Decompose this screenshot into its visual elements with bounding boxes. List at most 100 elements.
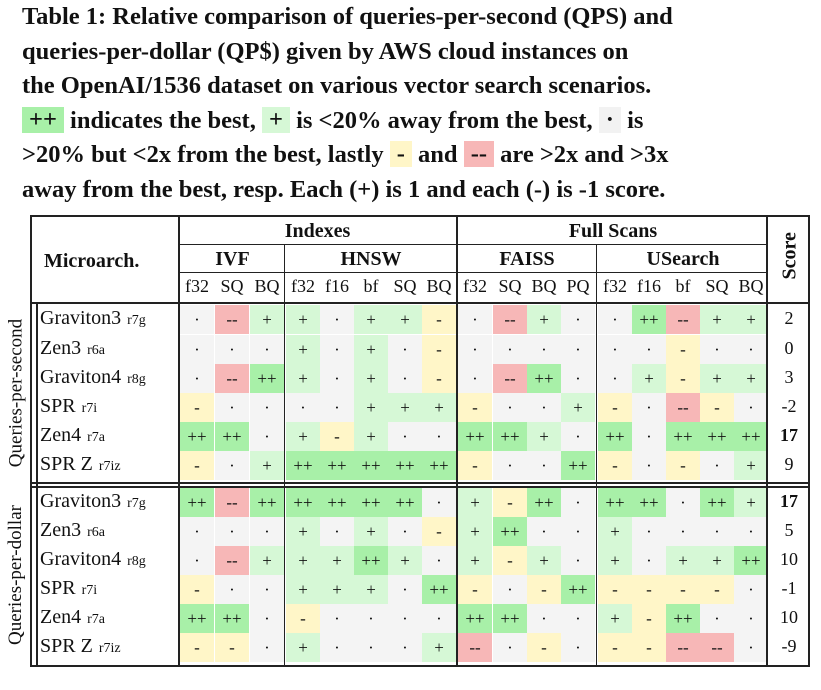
- table-cell: ·: [354, 633, 388, 662]
- table-cell: ·: [598, 364, 632, 393]
- table-cell: ++: [388, 488, 422, 517]
- column-header-4: f16: [325, 276, 349, 296]
- table-cell: ·: [527, 393, 561, 422]
- row-label: Zen3 r6a: [40, 519, 105, 541]
- column-header-14: bf: [675, 276, 691, 296]
- table-cell: ·: [734, 604, 768, 633]
- table-cell: -: [700, 393, 734, 422]
- table-cell: ++: [180, 422, 214, 451]
- group-header-rule: [180, 244, 766, 245]
- table-cell: --: [700, 633, 734, 662]
- table-cell: -: [598, 451, 632, 480]
- header-bottom-rule: [30, 302, 810, 304]
- section-separator-bottom: [30, 486, 810, 488]
- table-cell: ·: [561, 546, 595, 575]
- table-cell: --: [458, 633, 492, 662]
- table-cell: ·: [250, 335, 284, 364]
- table-cell: ++: [180, 488, 214, 517]
- table-cell: -: [666, 364, 700, 393]
- legend-mid-chip: ·: [598, 106, 621, 133]
- row-label: SPR r7i: [40, 577, 98, 599]
- table-cell: +: [286, 633, 320, 662]
- table-cell: ·: [700, 517, 734, 546]
- header-faiss: FAISS: [499, 248, 555, 270]
- row-score: 3: [784, 367, 794, 387]
- table-cell: ++: [215, 604, 249, 633]
- table-cell: ·: [215, 575, 249, 604]
- ivf-hnsw-divider: [284, 244, 285, 665]
- table-cell: -: [666, 575, 700, 604]
- row-score: -2: [781, 396, 797, 416]
- table-right-rule: [808, 215, 810, 667]
- row-score: 5: [784, 520, 794, 540]
- table-cell: -: [320, 422, 354, 451]
- table-cell: ++: [458, 422, 492, 451]
- table-cell: ++: [354, 488, 388, 517]
- header-indexes: Indexes: [284, 220, 351, 242]
- table-cell: ·: [250, 604, 284, 633]
- table-cell: ·: [180, 546, 214, 575]
- table-cell: ·: [388, 364, 422, 393]
- table-cell: -: [422, 364, 456, 393]
- table-cell: +: [354, 305, 388, 334]
- table-cell: ·: [320, 517, 354, 546]
- caption-line-2: queries-per-dollar (QP$) given by AWS cl…: [22, 37, 629, 65]
- table-cell: -: [458, 451, 492, 480]
- table-cell: ·: [493, 335, 527, 364]
- table-cell: ·: [632, 517, 666, 546]
- table-cell: ·: [734, 335, 768, 364]
- table-cell: ++: [286, 451, 320, 480]
- table-cell: ++: [388, 451, 422, 480]
- row-label: Zen3 r6a: [40, 337, 105, 359]
- table-cell: ++: [666, 422, 700, 451]
- table-cell: ·: [632, 546, 666, 575]
- faiss-usearch-divider: [596, 244, 597, 665]
- table-cell: +: [250, 451, 284, 480]
- table-cell: +: [666, 546, 700, 575]
- column-header-9: SQ: [498, 276, 522, 296]
- table-cell: ·: [215, 517, 249, 546]
- table-cell: ·: [320, 335, 354, 364]
- table-cell: ·: [527, 335, 561, 364]
- table-cell: -: [527, 575, 561, 604]
- table-cell: ++: [632, 305, 666, 334]
- table-cell: +: [354, 335, 388, 364]
- table-cell: ·: [666, 488, 700, 517]
- subgroup-header-rule: [180, 272, 766, 273]
- table-cell: -: [422, 335, 456, 364]
- table-left-rule: [30, 215, 32, 667]
- table-cell: +: [320, 575, 354, 604]
- row-label: Graviton3 r7g: [40, 490, 146, 512]
- row-score: 2: [784, 308, 794, 328]
- table-cell: +: [632, 364, 666, 393]
- table-cell: ++: [734, 546, 768, 575]
- column-header-8: f32: [463, 276, 487, 296]
- table-cell: ++: [632, 488, 666, 517]
- table-cell: ++: [215, 422, 249, 451]
- table-cell: ·: [250, 575, 284, 604]
- table-cell: -: [598, 633, 632, 662]
- header-hnsw: HNSW: [340, 248, 402, 270]
- table-cell: +: [527, 422, 561, 451]
- row-label: Graviton3 r7g: [40, 307, 146, 329]
- header-ivf: IVF: [215, 248, 250, 270]
- table-cell: +: [734, 305, 768, 334]
- table-cell: +: [354, 575, 388, 604]
- table-cell: ·: [632, 422, 666, 451]
- table-cell: ·: [561, 335, 595, 364]
- table-cell: --: [215, 364, 249, 393]
- table-cell: ++: [700, 422, 734, 451]
- column-header-12: f32: [603, 276, 627, 296]
- table-cell: ++: [734, 422, 768, 451]
- table-cell: +: [598, 604, 632, 633]
- table-cell: ++: [527, 488, 561, 517]
- table-cell: ·: [388, 335, 422, 364]
- caption-line-3: the OpenAI/1536 dataset on various vecto…: [22, 72, 652, 99]
- table-cell: ·: [180, 335, 214, 364]
- header-microarch: Microarch.: [44, 250, 140, 272]
- table-cell: +: [286, 335, 320, 364]
- table-cell: ·: [734, 633, 768, 662]
- column-header-2: BQ: [254, 276, 280, 296]
- row-score: 17: [780, 425, 798, 445]
- row-score: 17: [780, 491, 798, 511]
